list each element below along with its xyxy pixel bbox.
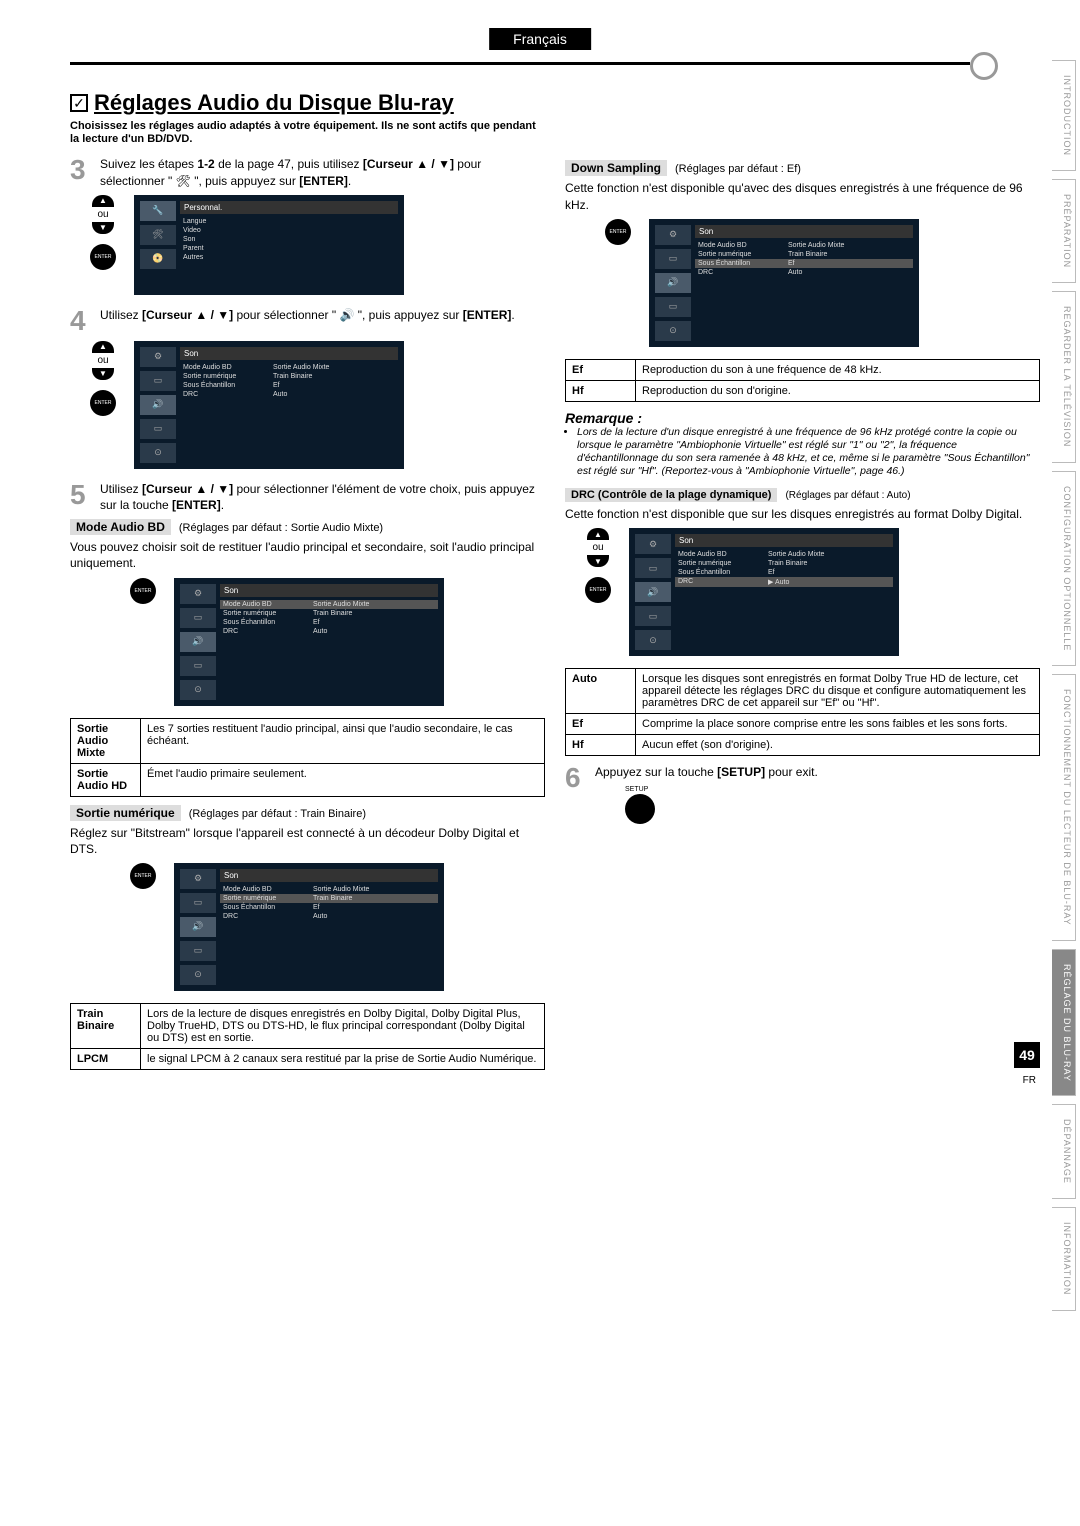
osd-son-4: ⚙ ▭ 🔊 ▭ ⊙ Son Mode Audio BDSortie Audio …	[649, 219, 919, 347]
drc-header: DRC (Contrôle de la plage dynamique) (Ré…	[565, 488, 1040, 502]
down-button-icon: ▼	[587, 555, 609, 567]
side-tabs: INTRODUCTION PRÉPARATION REGARDER LA TÉL…	[1052, 60, 1076, 1311]
side-tab-bluray-settings[interactable]: RÉGLAGE DU BLU-RAY	[1052, 949, 1076, 1097]
right-column: Down Sampling (Réglages par défaut : Ef)…	[565, 156, 1040, 1078]
table-row: AutoLorsque les disques sont enregistrés…	[566, 669, 1040, 714]
setup-button-icon	[625, 794, 655, 824]
sortie-num-desc: Réglez sur "Bitstream" lorsque l'apparei…	[70, 825, 545, 857]
enter-button-icon: ENTER	[130, 578, 156, 604]
step-number: 6	[565, 764, 589, 824]
side-tab-preparation[interactable]: PRÉPARATION	[1052, 179, 1076, 283]
video-icon: ▭	[140, 371, 176, 391]
step-5: 5 Utilisez [Curseur ▲ / ▼] pour sélectio…	[70, 481, 545, 513]
down-button-icon: ▼	[92, 368, 114, 380]
down-sampling-header: Down Sampling (Réglages par défaut : Ef)	[565, 160, 1040, 176]
down-button-icon: ▼	[92, 222, 114, 234]
audio-icon: 🔊	[140, 395, 176, 415]
table-row: HfReproduction du son d'origine.	[566, 380, 1040, 401]
side-tab-introduction[interactable]: INTRODUCTION	[1052, 60, 1076, 171]
down-sampling-options: EfReproduction du son à une fréquence de…	[565, 359, 1040, 402]
osd-son-1: ⚙ ▭ 🔊 ▭ ⊙ Son Mode Audio BDSortie Audio …	[134, 341, 404, 469]
side-tab-config[interactable]: CONFIGURATION OPTIONNELLE	[1052, 471, 1076, 666]
side-tab-television[interactable]: REGARDER LA TÉLÉVISION	[1052, 291, 1076, 462]
lock-icon: ▭	[140, 419, 176, 439]
up-button-icon: ▲	[92, 341, 114, 353]
check-icon: ✓	[70, 94, 88, 112]
side-tab-information[interactable]: INFORMATION	[1052, 1207, 1076, 1310]
step-number: 4	[70, 307, 94, 335]
table-row: HfAucun effet (son d'origine).	[566, 735, 1040, 756]
settings-icon: ⚙	[140, 347, 176, 367]
down-sampling-desc: Cette fonction n'est disponible qu'avec …	[565, 180, 1040, 212]
table-row: LPCMle signal LPCM à 2 canaux sera resti…	[71, 1048, 545, 1069]
step-number: 5	[70, 481, 94, 513]
remote-cursor-illus: ▲ ou ▼ ENTER	[585, 528, 611, 603]
intro-text: Choisissez les réglages audio adaptés à …	[70, 120, 540, 146]
language-code: FR	[1023, 1075, 1036, 1086]
remote-cursor-illus: ▲ ou ▼ ENTER	[90, 341, 116, 416]
up-button-icon: ▲	[92, 195, 114, 207]
table-row: Train BinaireLors de la lecture de disqu…	[71, 1003, 545, 1048]
remarque-list: Lors de la lecture d'un disque enregistr…	[565, 426, 1040, 479]
table-row: EfComprime la place sonore comprise entr…	[566, 714, 1040, 735]
illustration-mode-audio: ENTER ⚙ ▭ 🔊 ▭ ⊙ Son Mode Audio BDSortie …	[130, 578, 545, 706]
page-number: 49	[1014, 1042, 1040, 1068]
mode-audio-bd-desc: Vous pouvez choisir soit de restituer l'…	[70, 539, 545, 571]
left-column: 3 Suivez les étapes 1-2 de la page 47, p…	[70, 156, 545, 1078]
language-tab: Français	[489, 28, 591, 50]
wrench-icon: 🔧	[140, 201, 176, 221]
remote-cursor-illus: ▲ ou ▼ ENTER	[90, 195, 116, 270]
other-icon: ⊙	[140, 443, 176, 463]
remarque-title: Remarque :	[565, 410, 1040, 426]
illustration-down-sampling: ENTER ⚙ ▭ 🔊 ▭ ⊙ Son Mode Audio BDSortie …	[605, 219, 1040, 347]
illustration-sortie-num: ENTER ⚙ ▭ 🔊 ▭ ⊙ Son Mode Audio BDSortie …	[130, 863, 545, 991]
enter-button-icon: ENTER	[605, 219, 631, 245]
drc-desc: Cette fonction n'est disponible que sur …	[565, 506, 1040, 522]
illustration-step3: ▲ ou ▼ ENTER 🔧 🛠 📀 Personnal. Langue Vid…	[90, 195, 545, 295]
mode-audio-bd-header: Mode Audio BD (Réglages par défaut : Sor…	[70, 519, 545, 535]
enter-button-icon: ENTER	[585, 577, 611, 603]
side-tab-depannage[interactable]: DÉPANNAGE	[1052, 1104, 1076, 1199]
illustration-step4: ▲ ou ▼ ENTER ⚙ ▭ 🔊 ▭ ⊙ Son Mode Audio BD…	[90, 341, 545, 469]
osd-son-2: ⚙ ▭ 🔊 ▭ ⊙ Son Mode Audio BDSortie Audio …	[174, 578, 444, 706]
side-tab-bluray-use[interactable]: FONCTIONNEMENT DU LECTEUR DE BLU-RAY	[1052, 674, 1076, 941]
sortie-num-header: Sortie numérique (Réglages par défaut : …	[70, 805, 545, 821]
disc-icon: 📀	[140, 249, 176, 269]
table-row: Sortie Audio HDÉmet l'audio primaire seu…	[71, 763, 545, 796]
enter-button-icon: ENTER	[130, 863, 156, 889]
sliders-icon: 🛠	[140, 225, 176, 245]
page-title: Réglages Audio du Disque Blu-ray	[94, 90, 454, 116]
table-row: Sortie Audio MixteLes 7 sorties restitue…	[71, 718, 545, 763]
step-4: 4 Utilisez [Curseur ▲ / ▼] pour sélectio…	[70, 307, 545, 335]
illustration-drc: ▲ ou ▼ ENTER ⚙ ▭ 🔊 ▭ ⊙ Son Mode Audio BD…	[585, 528, 1040, 656]
enter-button-icon: ENTER	[90, 244, 116, 270]
osd-son-5: ⚙ ▭ 🔊 ▭ ⊙ Son Mode Audio BDSortie Audio …	[629, 528, 899, 656]
enter-button-icon: ENTER	[90, 390, 116, 416]
header-rule	[70, 62, 970, 65]
up-button-icon: ▲	[587, 528, 609, 540]
step-3: 3 Suivez les étapes 1-2 de la page 47, p…	[70, 156, 545, 188]
mode-audio-bd-options: Sortie Audio MixteLes 7 sorties restitue…	[70, 718, 545, 797]
step-number: 3	[70, 156, 94, 188]
osd-personnal: 🔧 🛠 📀 Personnal. Langue Video Son Parent…	[134, 195, 404, 295]
drc-options: AutoLorsque les disques sont enregistrés…	[565, 668, 1040, 756]
table-row: EfReproduction du son à une fréquence de…	[566, 359, 1040, 380]
step-6: 6 Appuyez sur la touche [SETUP] pour exi…	[565, 764, 1040, 824]
osd-son-3: ⚙ ▭ 🔊 ▭ ⊙ Son Mode Audio BDSortie Audio …	[174, 863, 444, 991]
sortie-num-options: Train BinaireLors de la lecture de disqu…	[70, 1003, 545, 1070]
page-title-row: ✓ Réglages Audio du Disque Blu-ray	[70, 90, 1040, 116]
